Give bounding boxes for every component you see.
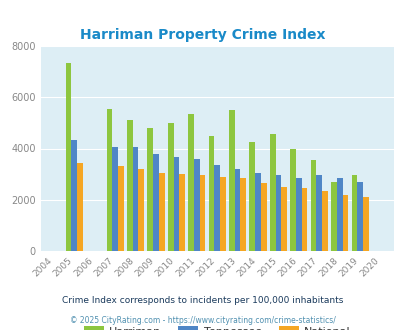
- Bar: [260, 183, 266, 251]
- Bar: [275, 175, 281, 251]
- Bar: [321, 191, 327, 251]
- Bar: [194, 159, 199, 251]
- Bar: [106, 109, 112, 251]
- Bar: [153, 153, 158, 251]
- Bar: [188, 114, 194, 251]
- Bar: [127, 120, 132, 251]
- Bar: [249, 142, 255, 251]
- Bar: [240, 178, 245, 251]
- Bar: [199, 175, 205, 251]
- Bar: [310, 160, 315, 251]
- Bar: [167, 123, 173, 251]
- Text: © 2025 CityRating.com - https://www.cityrating.com/crime-statistics/: © 2025 CityRating.com - https://www.city…: [70, 316, 335, 325]
- Bar: [118, 166, 124, 251]
- Bar: [234, 169, 240, 251]
- Bar: [362, 197, 368, 251]
- Bar: [173, 157, 179, 251]
- Bar: [315, 175, 321, 251]
- Bar: [342, 194, 347, 251]
- Bar: [336, 178, 342, 251]
- Bar: [301, 188, 307, 251]
- Bar: [138, 169, 144, 251]
- Bar: [77, 163, 83, 251]
- Bar: [66, 63, 71, 251]
- Bar: [112, 147, 118, 251]
- Text: Crime Index corresponds to incidents per 100,000 inhabitants: Crime Index corresponds to incidents per…: [62, 296, 343, 305]
- Bar: [220, 177, 225, 251]
- Bar: [132, 147, 138, 251]
- Bar: [290, 148, 295, 251]
- Bar: [158, 173, 164, 251]
- Bar: [214, 165, 220, 251]
- Bar: [330, 182, 336, 251]
- Bar: [71, 140, 77, 251]
- Bar: [228, 110, 234, 251]
- Bar: [269, 134, 275, 251]
- Bar: [295, 178, 301, 251]
- Bar: [356, 182, 362, 251]
- Bar: [281, 187, 286, 251]
- Bar: [147, 128, 153, 251]
- Bar: [179, 174, 185, 251]
- Bar: [255, 173, 260, 251]
- Bar: [351, 175, 356, 251]
- Legend: Harriman, Tennessee, National: Harriman, Tennessee, National: [79, 322, 354, 330]
- Bar: [208, 136, 214, 251]
- Text: Harriman Property Crime Index: Harriman Property Crime Index: [80, 28, 325, 42]
